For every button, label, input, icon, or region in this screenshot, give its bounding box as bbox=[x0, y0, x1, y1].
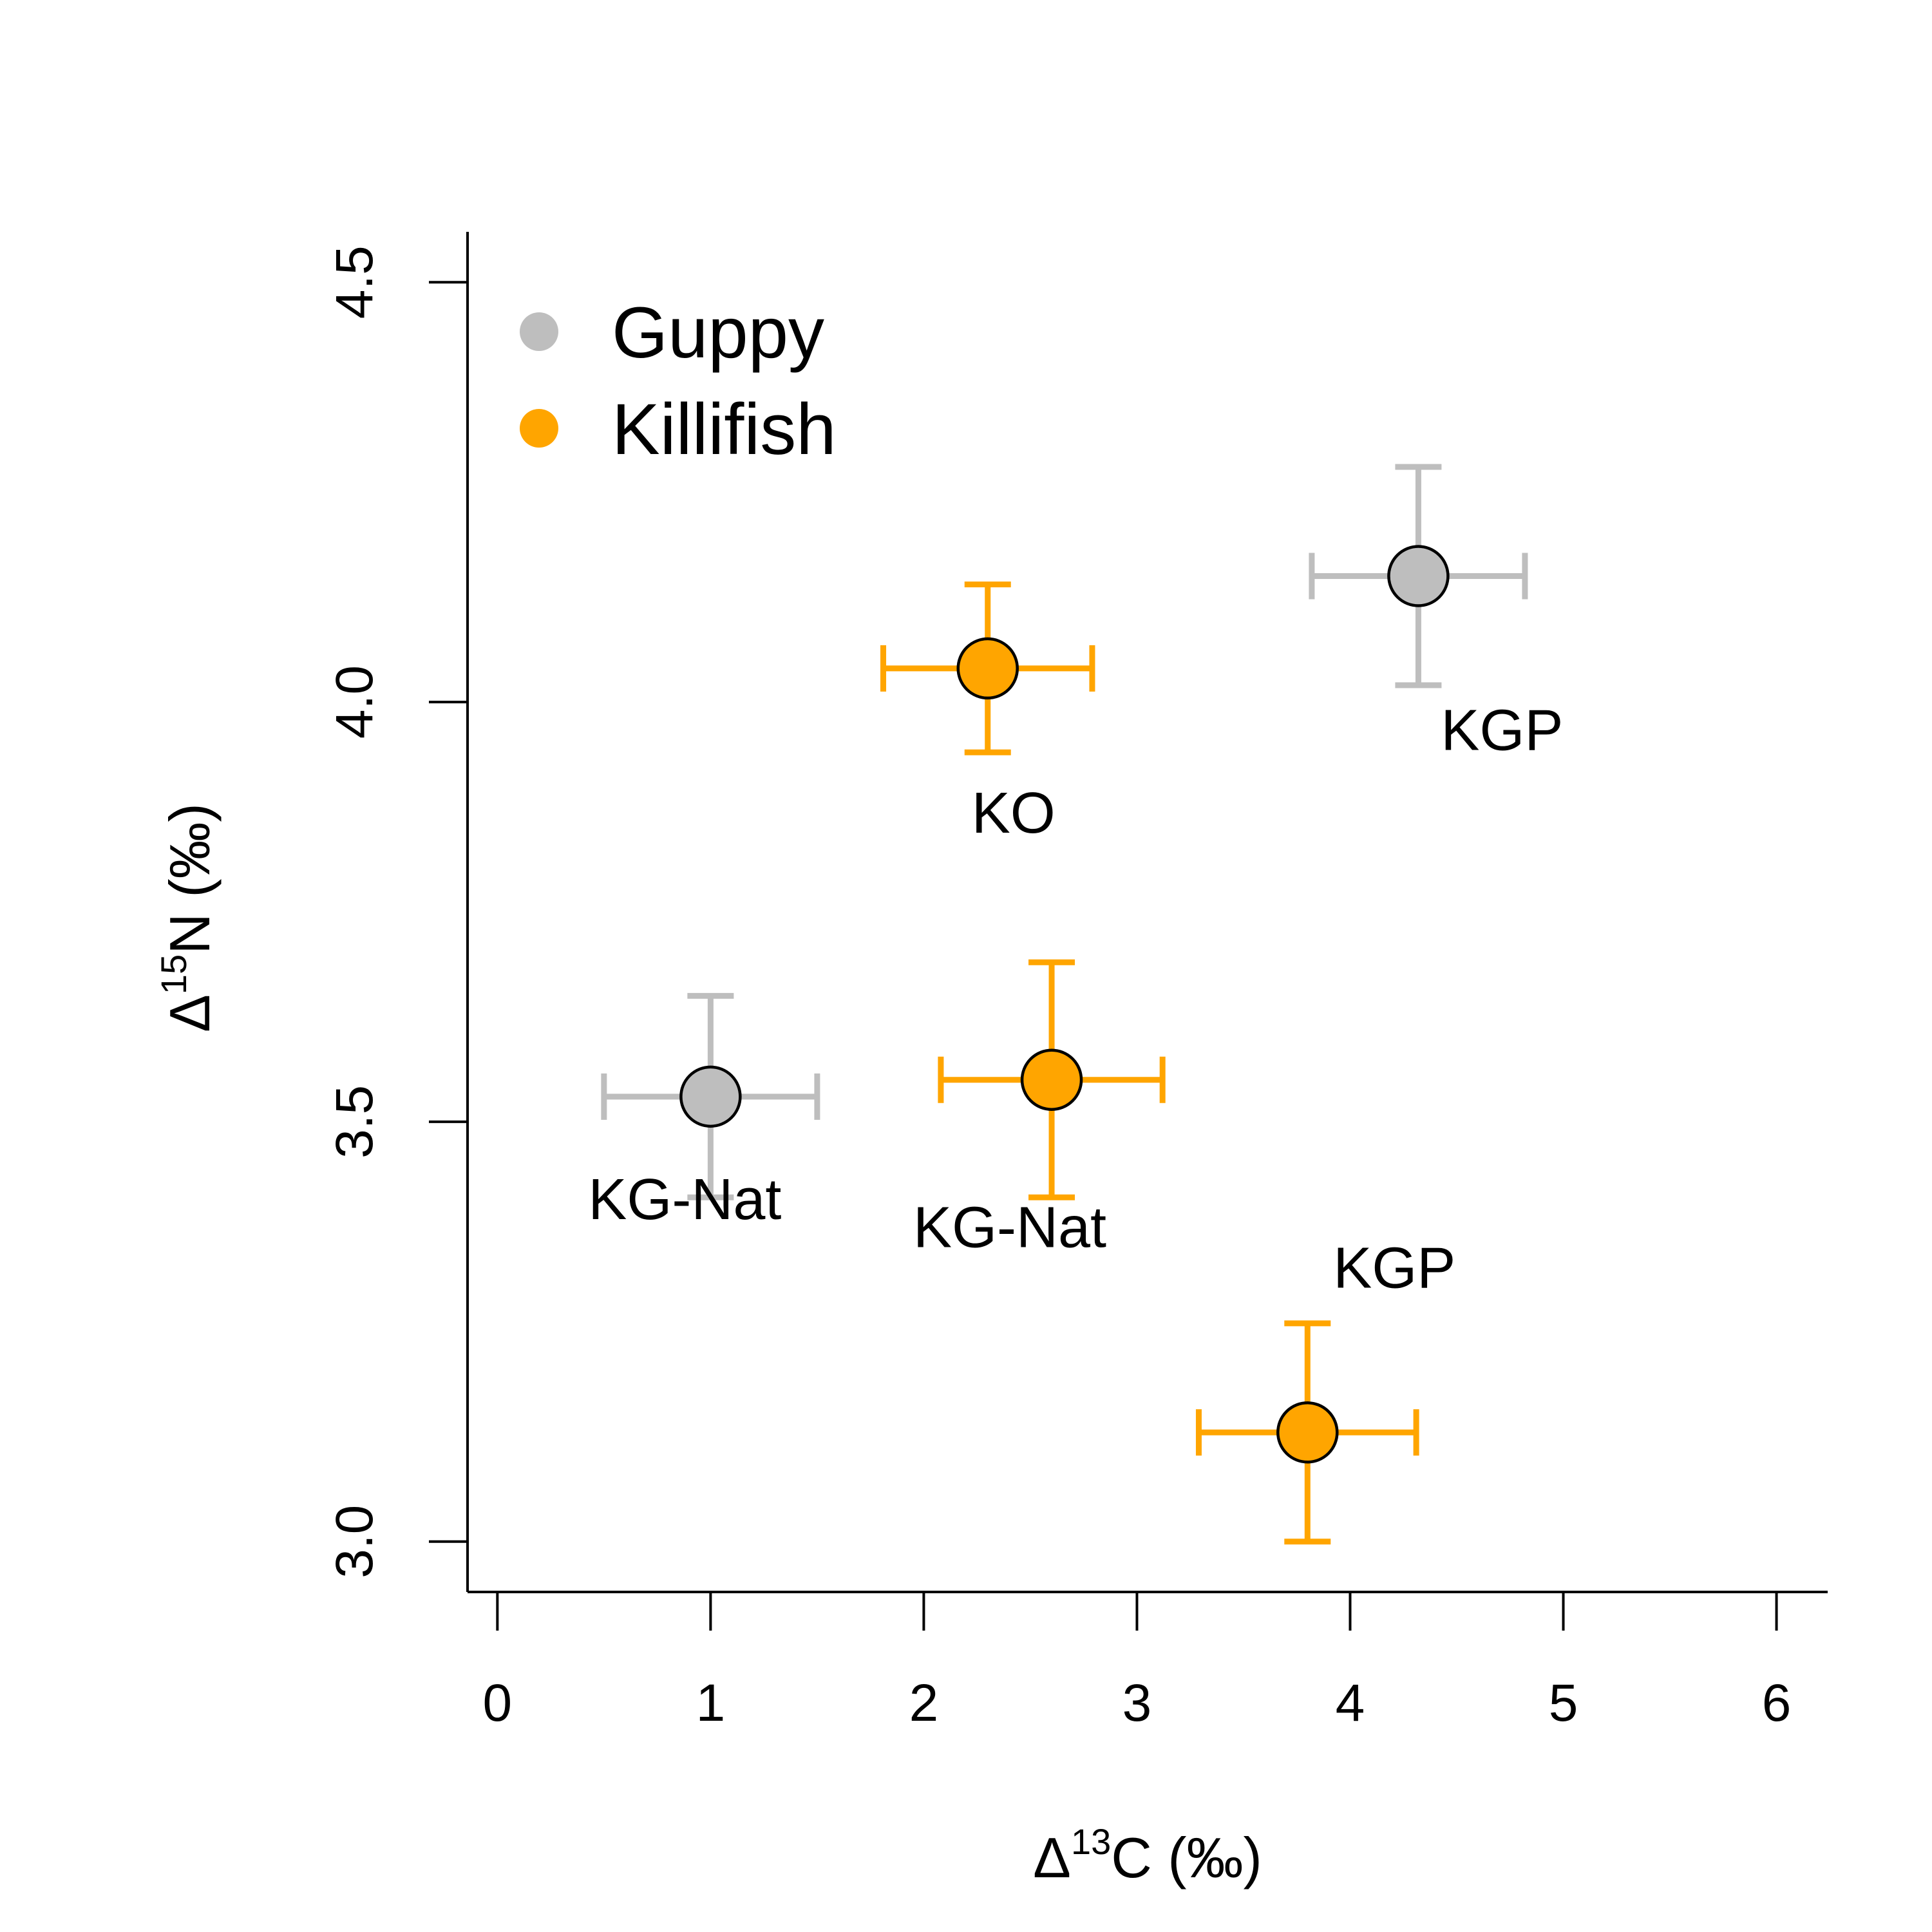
data-point bbox=[1387, 545, 1450, 607]
x-tick-label: 5 bbox=[1549, 1674, 1578, 1732]
legend-marker bbox=[520, 409, 558, 448]
point-labels: KG-Nat KGP KO KG-Nat KGP bbox=[588, 699, 1563, 1301]
x-tick-label: 6 bbox=[1762, 1674, 1792, 1732]
x-tick-label: 1 bbox=[696, 1674, 726, 1732]
legend-label: Guppy bbox=[612, 292, 824, 373]
data-marks bbox=[601, 464, 1528, 1545]
legend-item: Killifish bbox=[520, 389, 837, 469]
data-point-group bbox=[1309, 464, 1528, 688]
y-tick-label: 3.0 bbox=[325, 1505, 384, 1578]
legend-marker bbox=[520, 312, 558, 351]
y-axis-title: Δ15N (‰) bbox=[153, 803, 222, 1032]
y-tick-label: 4.0 bbox=[325, 665, 384, 739]
x-tick-label: 4 bbox=[1336, 1674, 1365, 1732]
point-label: KG-Nat bbox=[588, 1168, 781, 1232]
data-point bbox=[1020, 1048, 1083, 1111]
x-tick-label: 2 bbox=[909, 1674, 939, 1732]
point-label: KGP bbox=[1333, 1236, 1455, 1300]
data-point-group bbox=[1195, 1320, 1419, 1545]
data-point bbox=[1276, 1401, 1339, 1464]
data-point-group bbox=[880, 582, 1095, 755]
data-point-group bbox=[938, 959, 1166, 1200]
y-tick-label: 3.5 bbox=[325, 1085, 384, 1159]
point-label: KO bbox=[972, 781, 1056, 846]
data-point-group bbox=[601, 992, 820, 1200]
legend: Guppy Killifish bbox=[520, 292, 837, 469]
legend-item: Guppy bbox=[520, 292, 824, 373]
x-tick-label: 3 bbox=[1122, 1674, 1152, 1732]
axes: 0 1 2 3 4 5 6 3.0 3.5 4.0 4.5 Δ13C (‰) Δ15N (‰) bbox=[153, 232, 1828, 1889]
point-label: KG-Nat bbox=[913, 1196, 1106, 1260]
y-tick-label: 4.5 bbox=[325, 245, 384, 319]
data-point bbox=[679, 1065, 742, 1128]
legend-label: Killifish bbox=[612, 389, 837, 469]
x-tick-label: 0 bbox=[483, 1674, 513, 1732]
x-axis-title: Δ13C (‰) bbox=[1033, 1821, 1262, 1889]
data-point bbox=[956, 637, 1019, 700]
point-label: KGP bbox=[1441, 699, 1563, 763]
